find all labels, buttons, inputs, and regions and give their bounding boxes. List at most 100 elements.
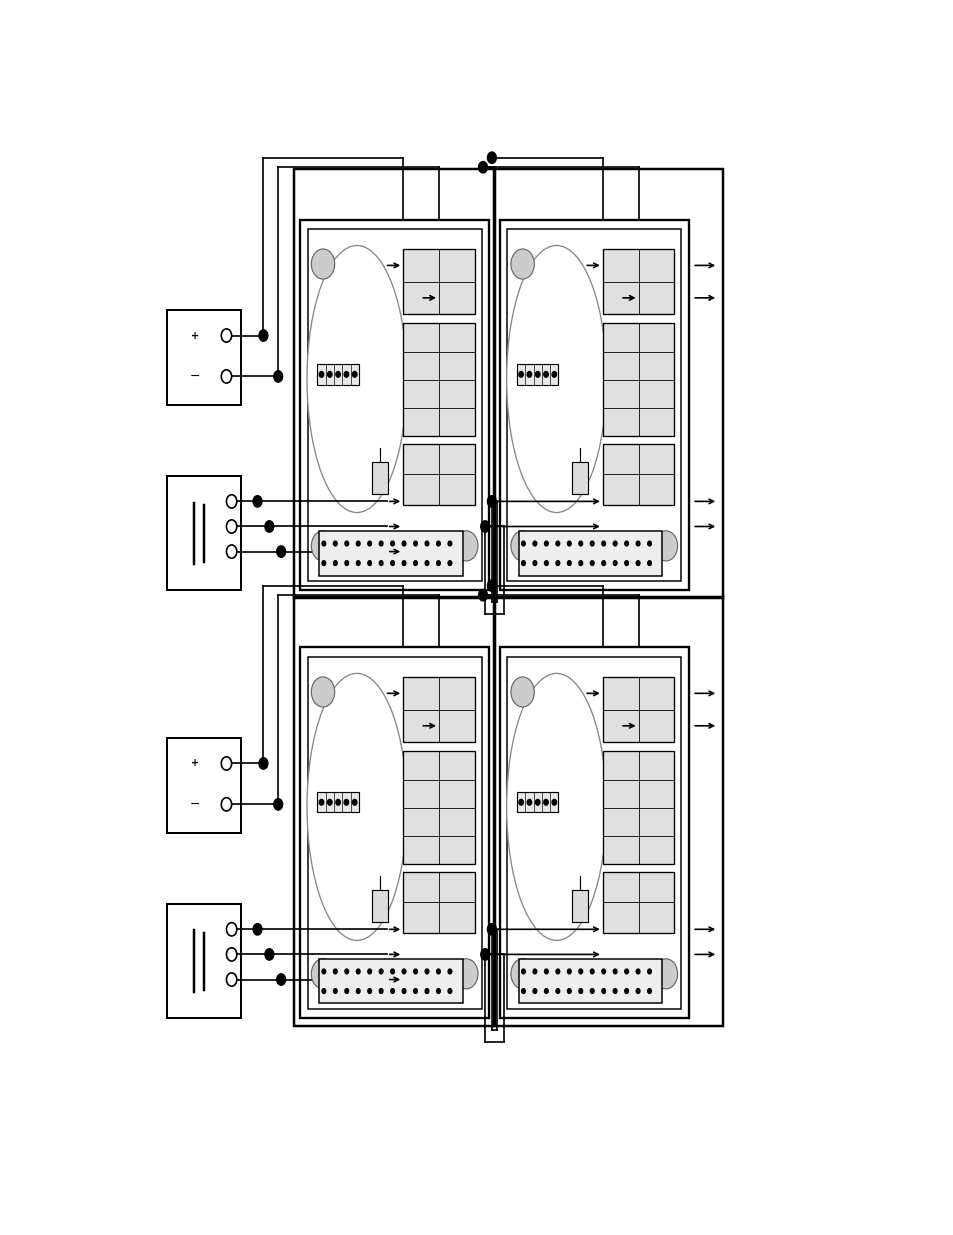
Circle shape — [636, 541, 639, 546]
Circle shape — [511, 677, 534, 706]
Bar — [517, 364, 558, 384]
Circle shape — [544, 541, 548, 546]
Bar — [602, 324, 674, 436]
Circle shape — [552, 799, 556, 805]
Bar — [300, 647, 488, 1019]
Circle shape — [511, 249, 534, 279]
Text: +: + — [192, 331, 199, 341]
Circle shape — [379, 561, 382, 566]
Circle shape — [425, 969, 429, 974]
Circle shape — [253, 924, 262, 935]
Bar — [403, 872, 475, 932]
Circle shape — [590, 561, 594, 566]
Circle shape — [436, 561, 440, 566]
Circle shape — [414, 561, 417, 566]
Text: −: − — [190, 370, 200, 383]
Bar — [372, 462, 388, 494]
Circle shape — [334, 969, 336, 974]
Bar — [571, 890, 587, 921]
Circle shape — [521, 969, 525, 974]
Bar — [319, 960, 462, 1004]
Bar — [494, 169, 721, 598]
Circle shape — [556, 969, 559, 974]
Circle shape — [567, 969, 571, 974]
Bar — [403, 324, 475, 436]
Circle shape — [647, 969, 651, 974]
Circle shape — [521, 989, 525, 993]
Circle shape — [613, 541, 617, 546]
Circle shape — [448, 561, 452, 566]
Circle shape — [402, 989, 405, 993]
Circle shape — [402, 561, 405, 566]
Bar — [517, 792, 558, 813]
Bar — [494, 597, 721, 1026]
Circle shape — [552, 372, 556, 377]
Bar — [308, 228, 481, 580]
Bar — [571, 462, 587, 494]
Circle shape — [624, 969, 628, 974]
Bar — [602, 249, 674, 314]
Circle shape — [322, 541, 325, 546]
Circle shape — [335, 372, 340, 377]
Circle shape — [556, 989, 559, 993]
Circle shape — [654, 531, 677, 561]
Circle shape — [544, 561, 548, 566]
Circle shape — [311, 531, 335, 561]
Circle shape — [276, 974, 285, 986]
Circle shape — [455, 531, 477, 561]
Circle shape — [487, 924, 496, 935]
Bar — [319, 531, 462, 576]
Circle shape — [487, 152, 496, 163]
Circle shape — [379, 969, 382, 974]
Circle shape — [226, 545, 236, 558]
Bar — [167, 477, 241, 590]
Circle shape — [345, 969, 348, 974]
Circle shape — [402, 541, 405, 546]
Circle shape — [379, 989, 382, 993]
Circle shape — [221, 369, 232, 383]
Circle shape — [518, 372, 523, 377]
Bar — [317, 364, 358, 384]
Bar — [294, 597, 495, 1026]
Circle shape — [356, 561, 359, 566]
Circle shape — [322, 561, 325, 566]
Circle shape — [274, 799, 282, 810]
Circle shape — [654, 958, 677, 989]
Circle shape — [425, 989, 429, 993]
Circle shape — [533, 969, 537, 974]
Circle shape — [436, 969, 440, 974]
Circle shape — [356, 989, 359, 993]
Ellipse shape — [307, 246, 407, 513]
Bar — [167, 904, 241, 1019]
Circle shape — [344, 372, 348, 377]
Circle shape — [258, 330, 268, 341]
Circle shape — [590, 989, 594, 993]
Circle shape — [265, 521, 274, 532]
Circle shape — [521, 561, 525, 566]
Circle shape — [535, 799, 539, 805]
Circle shape — [436, 989, 440, 993]
Circle shape — [533, 561, 537, 566]
Circle shape — [319, 799, 323, 805]
Circle shape — [511, 531, 534, 561]
Circle shape — [402, 969, 405, 974]
Text: +: + — [192, 758, 199, 768]
Circle shape — [345, 989, 348, 993]
Circle shape — [356, 541, 359, 546]
Text: −: − — [190, 798, 200, 811]
Circle shape — [601, 541, 605, 546]
Circle shape — [221, 757, 232, 771]
Circle shape — [345, 561, 348, 566]
Bar — [372, 890, 388, 921]
Circle shape — [647, 541, 651, 546]
Circle shape — [521, 541, 525, 546]
Circle shape — [436, 541, 440, 546]
Circle shape — [335, 799, 340, 805]
Circle shape — [352, 372, 356, 377]
Circle shape — [425, 561, 429, 566]
Circle shape — [578, 969, 582, 974]
Circle shape — [391, 969, 394, 974]
Bar — [499, 647, 688, 1019]
Circle shape — [533, 541, 537, 546]
Circle shape — [647, 561, 651, 566]
